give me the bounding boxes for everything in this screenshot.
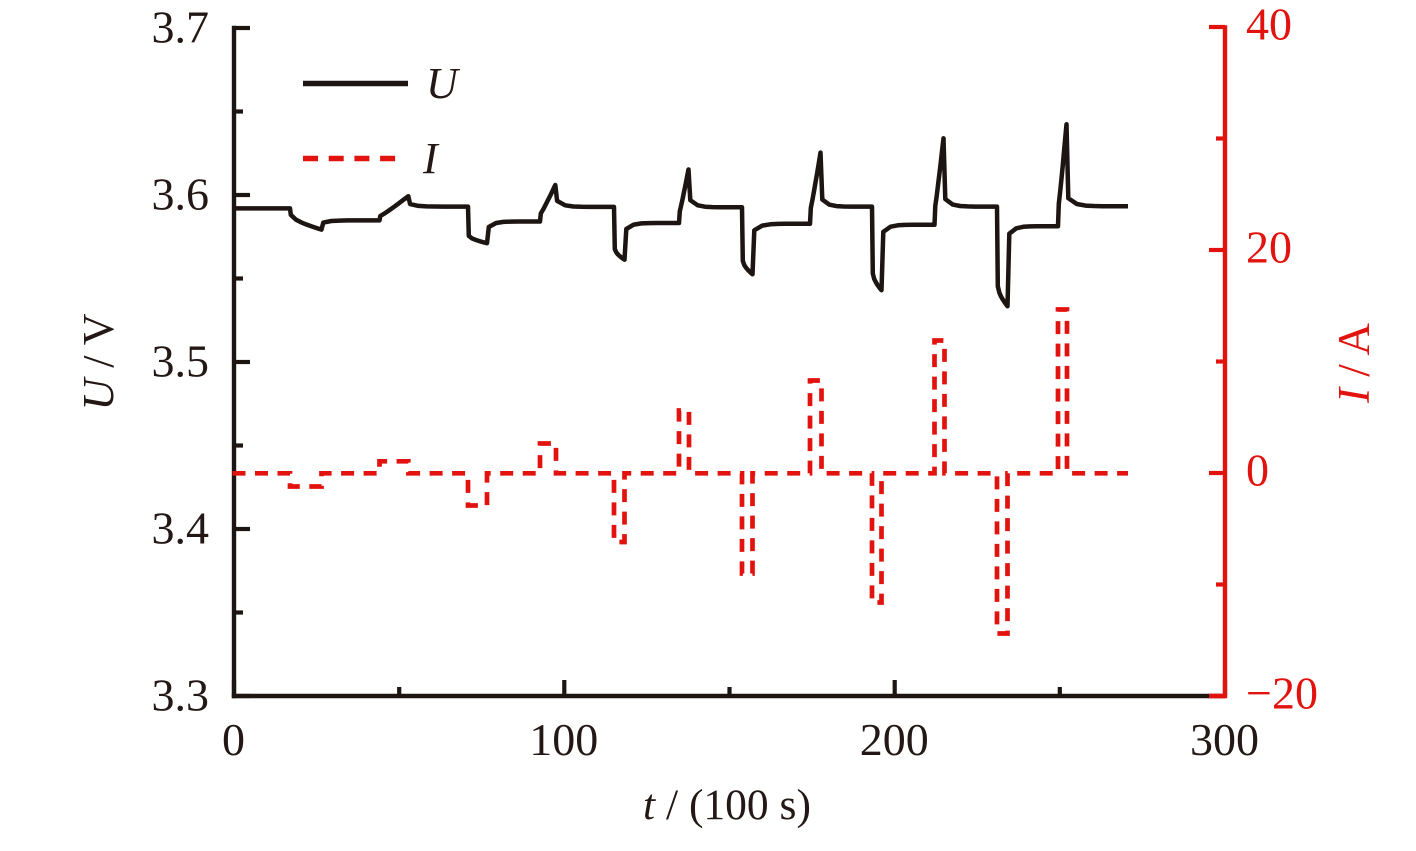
svg-text:3.6: 3.6 [152,168,210,219]
svg-text:300: 300 [1190,714,1259,765]
svg-text:3.4: 3.4 [152,502,210,553]
svg-text:200: 200 [860,714,929,765]
svg-text:−20: −20 [1246,668,1318,719]
svg-text:t / (100 s): t / (100 s) [643,781,811,829]
svg-text:20: 20 [1246,222,1292,273]
svg-text:100: 100 [529,714,598,765]
svg-text:U / V: U / V [74,313,123,410]
svg-text:0: 0 [222,714,245,765]
svg-text:3.5: 3.5 [152,335,210,386]
svg-text:3.7: 3.7 [152,1,210,52]
svg-text:I / A: I / A [1329,322,1379,404]
svg-text:I: I [422,134,440,183]
svg-text:40: 40 [1246,0,1292,50]
svg-text:0: 0 [1246,445,1269,496]
svg-text:3.3: 3.3 [152,669,210,720]
svg-text:U: U [426,59,461,108]
